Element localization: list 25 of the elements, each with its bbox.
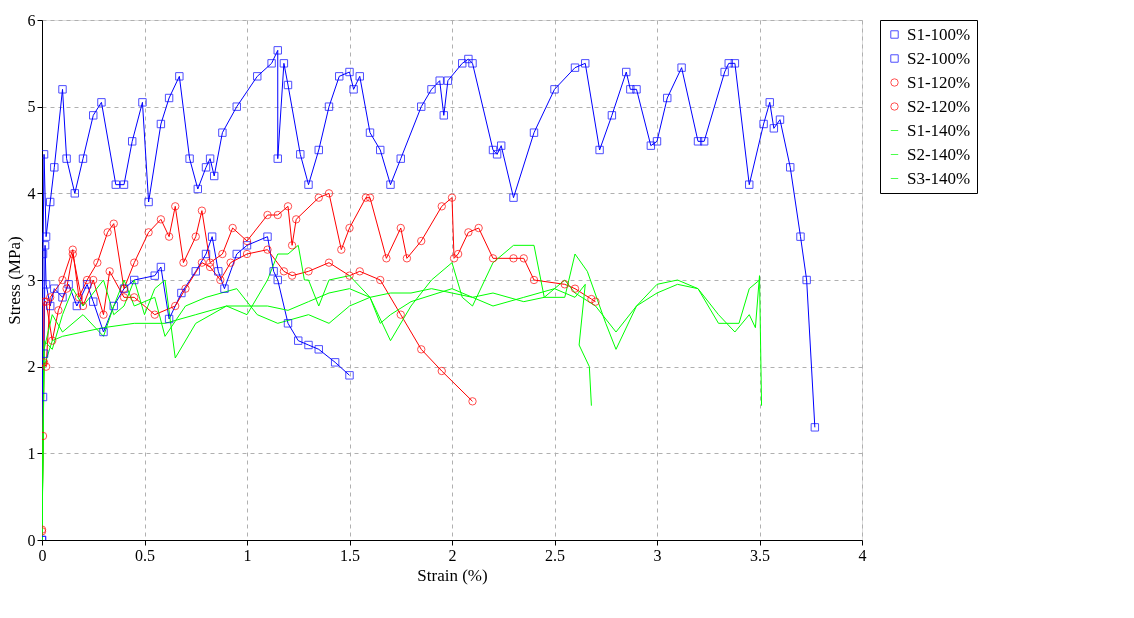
x-tick-label: 4 — [858, 546, 867, 564]
y-tick-label: 4 — [27, 184, 36, 202]
x-tick-label: 2.5 — [545, 546, 565, 564]
legend-label: S2-120% — [907, 96, 971, 116]
x-tick-label: 3 — [653, 546, 662, 564]
x-tick-label: 0 — [38, 546, 47, 564]
x-tick-label: 3.5 — [750, 546, 770, 564]
x-tick-label: 0.5 — [135, 546, 155, 564]
y-axis-title: Stress (MPa) — [4, 236, 24, 325]
y-tick-label: 6 — [27, 11, 36, 29]
y-tick-label: 3 — [27, 271, 36, 289]
legend-label: S2-140% — [907, 144, 971, 164]
y-tick-label: 0 — [27, 531, 36, 549]
x-tick-label: 2 — [448, 546, 457, 564]
x-axis-title: Strain (%) — [417, 565, 488, 585]
legend-label: S1-120% — [907, 72, 971, 92]
legend-label: S2-100% — [907, 48, 971, 68]
x-tick-label: 1.5 — [340, 546, 360, 564]
legend-label: S3-140% — [907, 168, 971, 188]
y-tick-label: 1 — [27, 444, 36, 462]
y-tick-label: 2 — [27, 358, 36, 376]
legend-label: S1-140% — [907, 120, 971, 140]
legend-label: S1-100% — [907, 24, 971, 44]
y-tick-label: 5 — [27, 98, 36, 116]
x-tick-label: 1 — [243, 546, 252, 564]
